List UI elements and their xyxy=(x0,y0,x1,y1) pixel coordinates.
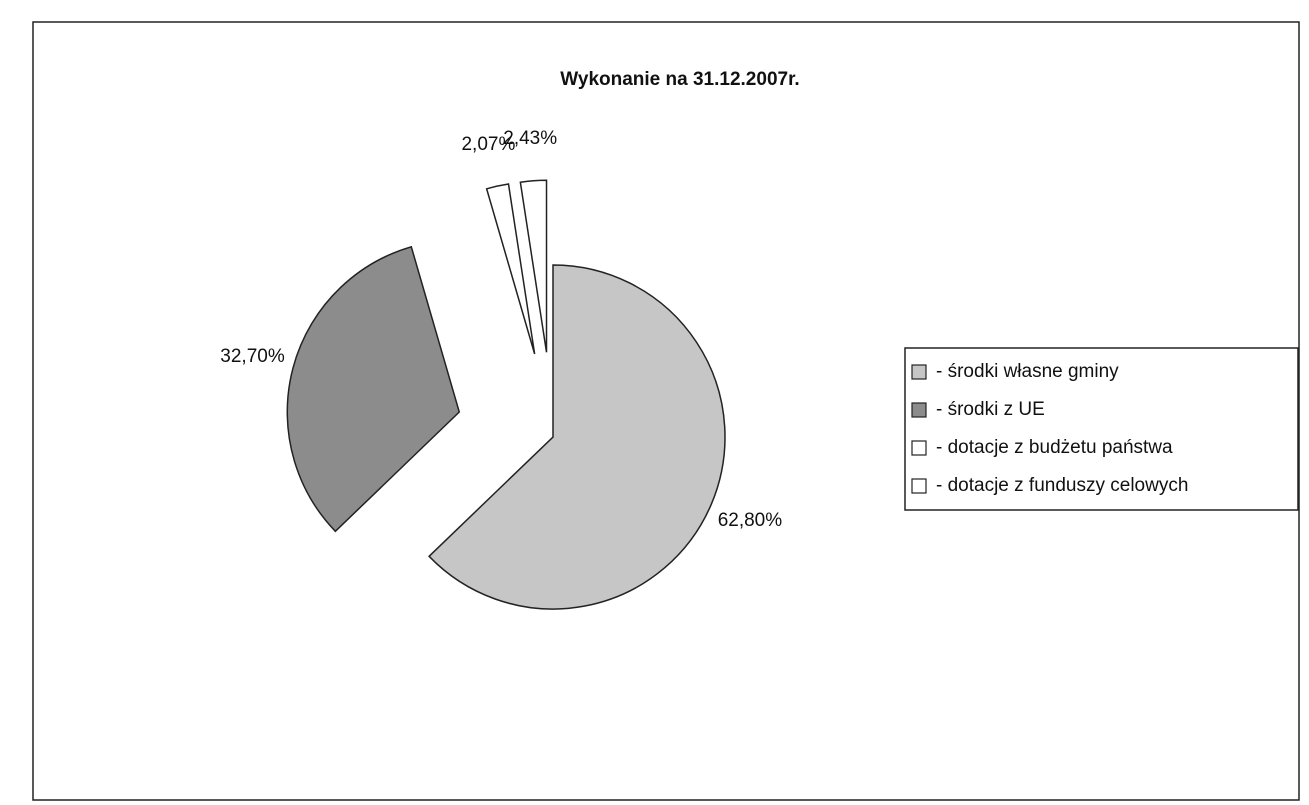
pie-slice xyxy=(286,245,461,533)
data-label: 2,43% xyxy=(503,128,557,149)
pie-slice xyxy=(428,264,726,610)
legend-swatch xyxy=(911,440,927,456)
chart-title: Wykonanie na 31.12.2007r. xyxy=(560,69,799,90)
legend-label: - dotacje z budżetu państwa xyxy=(936,437,1173,458)
pie-slice xyxy=(485,183,536,355)
legend-swatch xyxy=(911,478,927,494)
pie-slice xyxy=(519,179,548,353)
legend-label: - dotacje z funduszy celowych xyxy=(936,475,1188,496)
legend-swatch xyxy=(911,402,927,418)
legend-swatch xyxy=(911,364,927,380)
data-label: 62,80% xyxy=(718,510,783,531)
chart-frame xyxy=(32,21,1300,801)
data-label: 32,70% xyxy=(220,346,285,367)
legend-label: - środki własne gminy xyxy=(936,361,1119,382)
data-label: 2,07% xyxy=(461,134,515,155)
legend-box xyxy=(904,347,1299,511)
legend-label: - środki z UE xyxy=(936,399,1045,420)
